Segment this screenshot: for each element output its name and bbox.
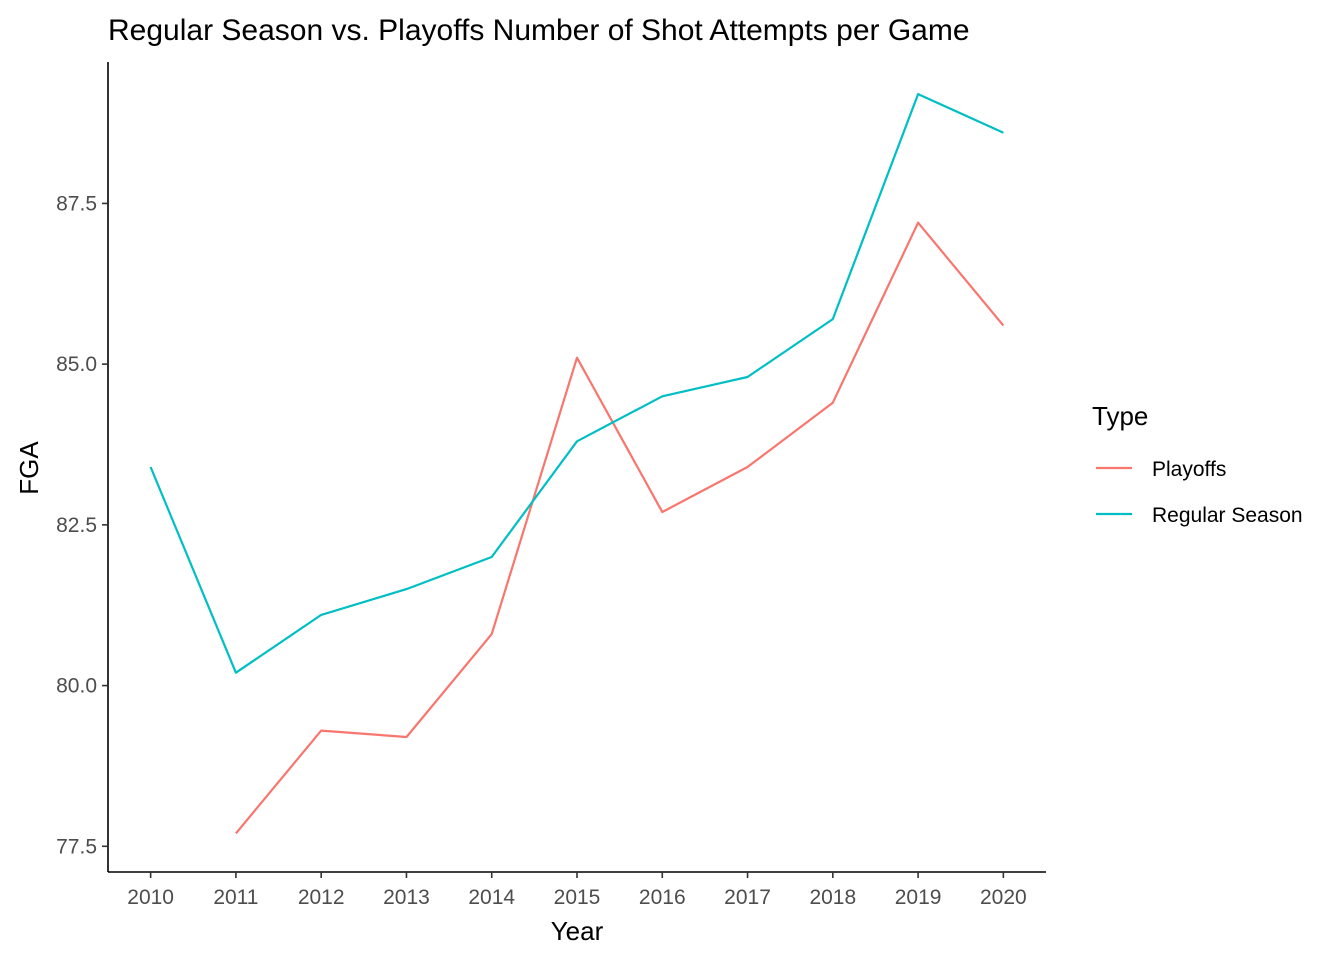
- legend: Type Playoffs Regular Season: [1092, 401, 1303, 527]
- series-line-regular-season: [149, 92, 1004, 674]
- x-tick-label: 2011: [213, 886, 258, 909]
- y-axis-title: FGA: [14, 441, 44, 495]
- y-tick-label: 77.5: [56, 835, 97, 858]
- x-tick-label: 2018: [809, 886, 856, 909]
- legend-label-playoffs: Playoffs: [1152, 458, 1226, 481]
- x-tick-label: 2010: [127, 886, 174, 909]
- x-tick-label: 2015: [554, 886, 601, 909]
- y-tick-label: 87.5: [56, 192, 97, 215]
- x-tick-label: 2013: [383, 886, 430, 909]
- legend-label-regular-season: Regular Season: [1152, 504, 1303, 527]
- legend-title: Type: [1092, 401, 1148, 431]
- x-axis-title: Year: [551, 916, 604, 946]
- x-tick-label: 2020: [980, 886, 1027, 909]
- x-tick-label: 2017: [724, 886, 771, 909]
- y-tick-label: 80.0: [56, 675, 97, 698]
- y-tick-label: 85.0: [56, 353, 97, 376]
- y-tick-label: 82.5: [56, 514, 97, 537]
- plot-area: 77.5 80.0 82.5 85.0 87.5 2010 2011 2012 2013 2014…: [56, 62, 1046, 909]
- x-tick-label: 2016: [639, 886, 686, 909]
- series-line-playoffs: [235, 221, 1005, 835]
- x-tick-label: 2019: [895, 886, 942, 909]
- x-tick-label: 2014: [468, 886, 515, 909]
- chart-title: Regular Season vs. Playoffs Number of Sh…: [108, 14, 970, 47]
- x-tick-label: 2012: [298, 886, 345, 909]
